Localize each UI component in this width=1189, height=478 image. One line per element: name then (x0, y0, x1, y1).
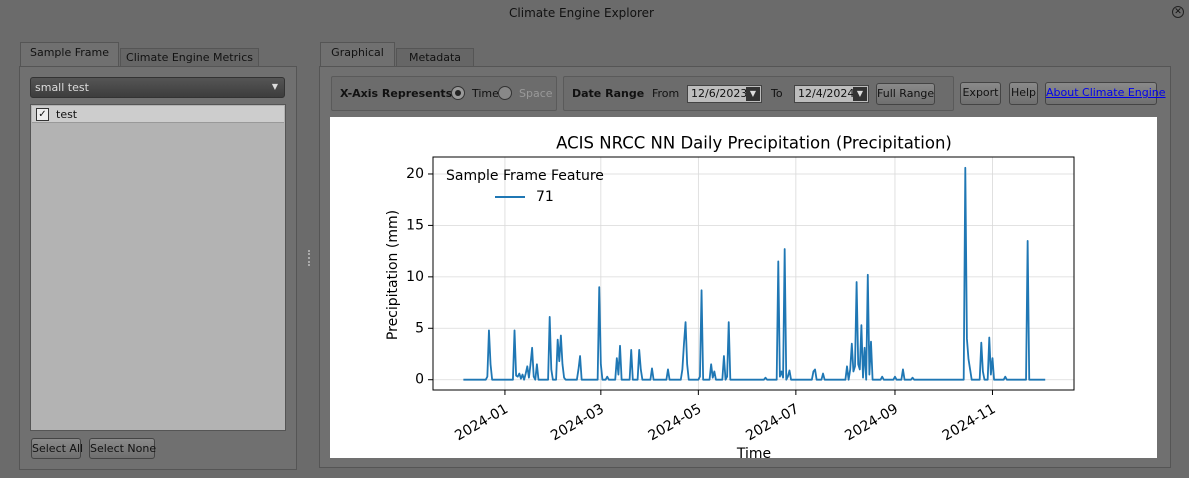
button[interactable]: Help (1009, 82, 1038, 105)
date-value: 12/4/2024 (798, 87, 855, 100)
window-title: Climate Engine Explorer (509, 6, 654, 20)
chart: ACIS NRCC NN Daily Precipitation (Precip… (330, 117, 1157, 458)
radio-label: Time (472, 87, 499, 100)
button[interactable]: Full Range (876, 83, 935, 105)
y-axis-title: Precipitation (mm) (385, 210, 401, 340)
date-field[interactable]: 12/6/2023 ▼ (687, 85, 762, 103)
dropdown-value: small test (35, 81, 89, 94)
tab[interactable]: Sample Frame (20, 42, 119, 67)
legend-label: 71 (536, 189, 554, 205)
button[interactable]: Select All (31, 438, 83, 459)
x-tick-label: 2024-01 (452, 401, 511, 444)
chart-title: ACIS NRCC NN Daily Precipitation (Precip… (556, 134, 952, 153)
x-tick-label: 2024-03 (548, 401, 607, 444)
radio-label: Space (519, 87, 553, 100)
radio[interactable] (498, 86, 512, 100)
label: Date Range (572, 87, 645, 100)
group: X-Axis Represents Time Space (331, 76, 557, 111)
y-tick-label: 10 (406, 269, 424, 285)
item-label: test (56, 108, 78, 121)
radio[interactable] (451, 86, 465, 100)
line (463, 166, 1046, 381)
button[interactable]: Export (960, 82, 1001, 105)
plot-frame (432, 156, 1075, 391)
date-value: 12/6/2023 (691, 87, 748, 100)
y-tick-label: 5 (415, 320, 424, 336)
x-tick-label: 2024-05 (646, 401, 705, 444)
group: Date Range From 12/6/2023 ▼ To 12/4/2024 ▼… (563, 76, 954, 111)
close-button[interactable]: ✕ (1172, 6, 1184, 18)
y-tick-label: 15 (406, 217, 424, 233)
date-field[interactable]: 12/4/2024 ▼ (794, 85, 869, 103)
dropdown[interactable]: small test ▼ (30, 77, 285, 98)
label: From (652, 87, 680, 100)
legend-title: Sample Frame Feature (446, 168, 604, 184)
x-tick-label: 2024-11 (940, 401, 999, 444)
list-item[interactable]: ✓ test (32, 106, 284, 123)
label: X-Axis Represents (340, 87, 453, 100)
tab[interactable]: Climate Engine Metrics (120, 48, 259, 67)
y-tick-label: 0 (415, 372, 424, 388)
x-tick-label: 2024-07 (743, 401, 802, 444)
button[interactable]: Select None (89, 438, 156, 459)
label: To (771, 87, 783, 100)
tab[interactable]: Metadata (396, 48, 474, 67)
link[interactable]: About Climate Engine (1045, 82, 1166, 105)
list: ✓ test (30, 104, 286, 431)
x-tick-label: 2024-09 (842, 401, 901, 444)
x-axis-title: Time (736, 446, 771, 458)
splitter[interactable] (308, 250, 310, 266)
tab[interactable]: Graphical (320, 42, 395, 67)
y-tick-label: 20 (406, 166, 424, 182)
